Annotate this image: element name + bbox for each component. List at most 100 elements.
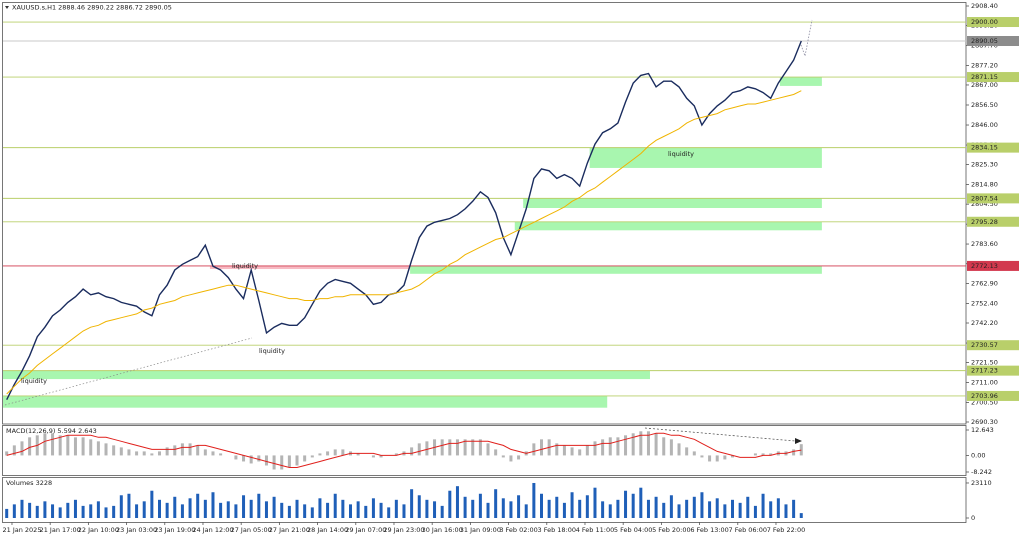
projection-arrow: [800, 19, 813, 58]
volume-bar: [486, 502, 490, 518]
volume-bar: [349, 504, 352, 518]
volume-bar: [509, 501, 513, 518]
volume-bar: [738, 502, 742, 518]
macd-bar: [219, 453, 223, 456]
level-label-box: [967, 72, 1019, 83]
volume-bar: [593, 487, 597, 518]
level-label: 2772.13: [971, 262, 998, 270]
macd-bar: [310, 455, 314, 458]
macd-bar: [501, 455, 505, 458]
volume-bar: [188, 498, 192, 518]
volume-bar: [341, 499, 345, 518]
macd-bar: [112, 445, 116, 456]
trend-line: [4, 337, 253, 406]
macd-bar: [135, 451, 139, 456]
x-tick-label: 3 Feb 18:00: [538, 526, 577, 534]
level-label-box: [967, 142, 1019, 153]
macd-bar: [799, 444, 803, 456]
macd-bar: [471, 439, 475, 456]
y-tick-label: 2783.60: [971, 240, 998, 248]
macd-bar: [555, 443, 559, 456]
volume-bar: [677, 504, 681, 518]
volume-bar: [608, 504, 612, 518]
volume-bar: [410, 489, 414, 518]
volume-bar: [371, 498, 375, 518]
macd-bar: [12, 445, 16, 456]
volume-bar: [654, 496, 658, 518]
volume-bar: [35, 505, 39, 518]
volume-bar: [494, 489, 498, 518]
macd-bar: [494, 449, 498, 456]
level-label: 2730.57: [971, 341, 998, 349]
level-label-box: [967, 36, 1019, 47]
macd-bar: [333, 449, 337, 456]
level-label-box: [967, 260, 1019, 271]
volume-bar: [769, 501, 773, 518]
y-tick-label: 2711.00: [971, 379, 998, 387]
macd-bar: [287, 455, 291, 468]
volume-bar: [165, 502, 169, 518]
macd-bar: [440, 439, 444, 456]
volume-bar: [318, 498, 322, 518]
macd-bar: [715, 455, 719, 462]
x-tick-label: 23 Jan 03:00: [116, 526, 157, 534]
macd-bar: [723, 455, 727, 460]
macd-bar: [585, 445, 589, 456]
macd-bar: [478, 439, 482, 456]
macd-bar: [700, 455, 704, 458]
volume-bar: [96, 501, 100, 518]
y-tick-label: -8.242: [971, 468, 992, 476]
x-tick-label: 30 Jan 16:00: [422, 526, 463, 534]
y-tick-label: 12.643: [971, 426, 994, 434]
volume-bar: [746, 496, 750, 518]
chart-title: XAUUSD.s,H1 2888.46 2890.22 2886.72 2890…: [12, 4, 172, 12]
macd-bar: [677, 443, 681, 456]
macd-bar: [562, 445, 566, 456]
macd-bar: [119, 447, 123, 456]
y-tick-label: 2742.20: [971, 319, 998, 327]
y-tick-label: 2804.50: [971, 200, 998, 208]
y-tick-label: 0: [971, 514, 975, 522]
zone: [514, 221, 822, 231]
volume-bar: [264, 501, 268, 518]
volume-bar: [570, 492, 574, 518]
volume-bar: [5, 508, 9, 518]
macd-bar: [203, 449, 207, 456]
macd-bar: [73, 437, 77, 456]
macd-bar: [51, 433, 55, 456]
y-tick-label: 2867.00: [971, 81, 998, 89]
volume-bar: [43, 501, 47, 518]
macd-title: MACD(12,26,9) 5.594 2.643: [6, 427, 97, 435]
x-tick-label: 31 Jan 09:00: [460, 526, 501, 534]
macd-bar: [188, 443, 192, 456]
volume-bar: [417, 495, 421, 518]
volume-bar: [776, 498, 780, 518]
x-tick-label: 5 Feb 20:00: [652, 526, 691, 534]
y-tick-label: 2814.80: [971, 181, 998, 189]
volume-bar: [142, 501, 146, 518]
macd-bar: [570, 447, 574, 456]
macd-bar: [142, 451, 146, 456]
level-label: 2834.15: [971, 144, 998, 152]
volume-bar: [333, 493, 337, 518]
x-tick-label: 27 Jan 05:00: [231, 526, 272, 534]
volume-bar: [180, 504, 184, 518]
volume-bar: [540, 493, 543, 518]
zone: [410, 265, 822, 274]
volume-bar: [601, 501, 605, 518]
macd-bar: [66, 435, 70, 456]
volume-bar: [379, 502, 383, 518]
volume-bar: [731, 499, 734, 518]
macd-bar: [578, 449, 582, 456]
zone: [523, 198, 822, 208]
macd-bar: [753, 453, 757, 456]
menu-triangle[interactable]: [5, 6, 9, 9]
macd-bar: [211, 451, 215, 456]
volume-bar: [685, 499, 689, 518]
volume-bar: [394, 499, 398, 518]
macd-bar: [769, 453, 773, 456]
macd-bar: [448, 439, 452, 456]
y-tick-label: 2877.20: [971, 62, 998, 70]
macd-bar: [662, 437, 666, 456]
